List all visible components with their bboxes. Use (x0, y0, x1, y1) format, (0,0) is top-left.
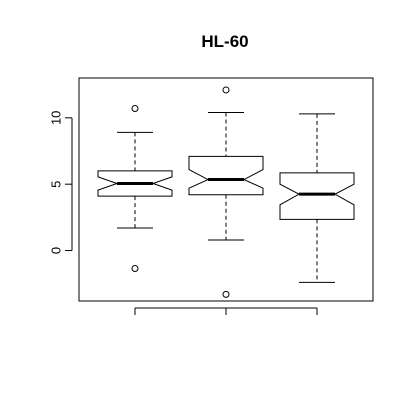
outlier-point (222, 86, 230, 94)
box-1 (97, 105, 173, 272)
y-tick-label: 5 (49, 181, 64, 188)
plot-frame (78, 77, 374, 302)
outlier-point (131, 264, 139, 272)
outlier-point (131, 105, 139, 113)
outlier-point (222, 290, 230, 298)
chart-title: HL-60 (201, 32, 248, 51)
y-tick-label: 0 (49, 247, 64, 254)
y-axis: 0 5 10 (49, 111, 73, 254)
y-tick-label: 10 (49, 111, 64, 125)
notched-box (188, 155, 264, 196)
boxes-group (97, 86, 355, 298)
box-2 (188, 86, 264, 298)
box-3 (279, 113, 355, 283)
notched-box (279, 172, 355, 220)
x-axis (134, 307, 318, 315)
